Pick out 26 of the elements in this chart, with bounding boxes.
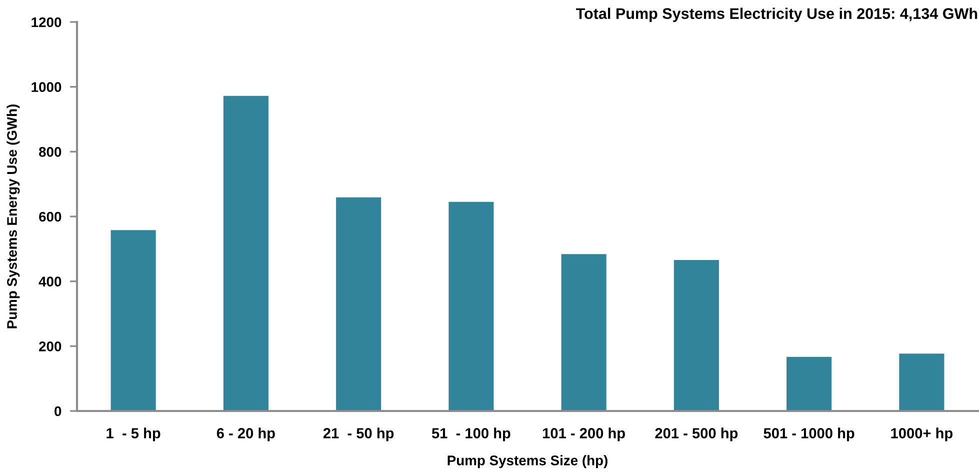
chart-title: Total Pump Systems Electricity Use in 2015: 4,134 GWh: [576, 8, 978, 22]
bar: [223, 96, 268, 411]
bar: [448, 202, 494, 411]
y-tick-label: 1200: [32, 17, 62, 28]
bar: [899, 354, 944, 411]
x-tick-label: 1000+ hp: [891, 428, 953, 442]
x-tick-label: 101 - 200 hp: [542, 428, 625, 442]
x-tick-label: 51 - 100 hp: [432, 428, 510, 442]
y-tick-label: 1000: [32, 82, 62, 92]
x-axis-title: Pump Systems Size (hp): [448, 455, 608, 468]
bar: [674, 260, 719, 411]
bar: [561, 254, 606, 411]
x-tick-label: 6 - 20 hp: [216, 428, 275, 442]
y-tick-label: 600: [39, 212, 62, 222]
bar: [336, 197, 382, 411]
y-axis-title: Pump Systems Energy Use (GWh): [6, 104, 20, 328]
x-tick-label: 501 - 1000 hp: [764, 428, 854, 442]
x-tick-label: 201 - 500 hp: [655, 428, 738, 442]
x-tick-label: 21 - 50 hp: [323, 428, 394, 442]
x-tick-label: 1 - 5 hp: [106, 428, 160, 442]
y-tick-label: 400: [38, 276, 62, 287]
bar: [786, 356, 832, 411]
y-tick-label: 800: [38, 147, 62, 157]
bar: [110, 230, 156, 411]
y-tick-label: 200: [39, 342, 62, 352]
y-tick-label: 0: [54, 406, 62, 416]
